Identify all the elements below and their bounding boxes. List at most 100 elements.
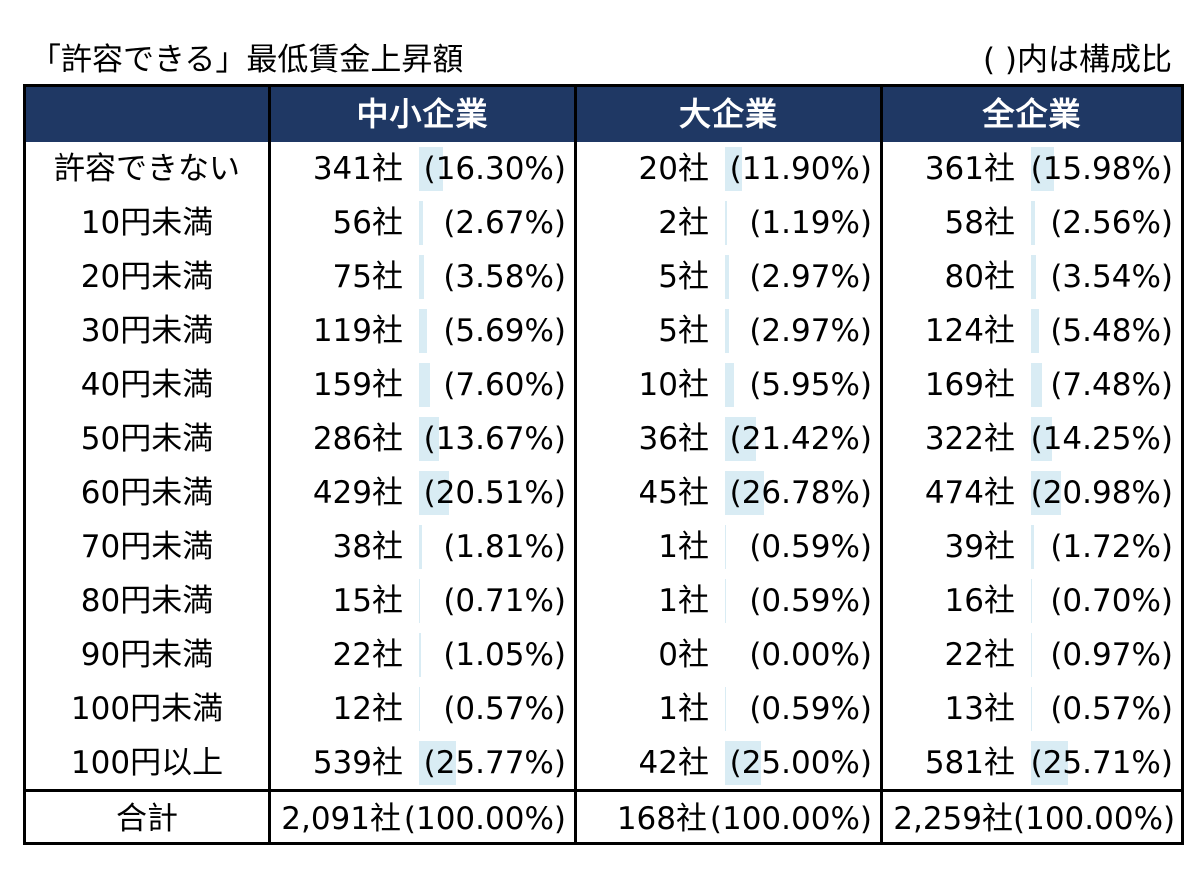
company-count-large: 1社 xyxy=(658,529,709,565)
table-row: 90円未満 22社 (1.05%) 0社 (0.00%) 22社 (0.97%) xyxy=(26,628,1181,682)
company-count-large: 42社 xyxy=(638,745,709,781)
column-header-sme: 中小企業 xyxy=(356,95,489,133)
row-label: 100円未満 xyxy=(70,691,224,727)
company-count-large: 45社 xyxy=(638,475,709,511)
share-bar-large xyxy=(725,309,730,353)
share-bar-all xyxy=(1031,525,1034,569)
table-row: 70円未満 38社 (1.81%) 1社 (0.59%) 39社 (1.72%) xyxy=(26,520,1181,574)
row-label: 100円以上 xyxy=(70,745,224,781)
company-count-large: 5社 xyxy=(658,313,709,349)
company-count-sme: 539社 xyxy=(312,745,403,781)
share-bar-large xyxy=(725,417,757,461)
share-percent-large: (26.78%) xyxy=(729,475,872,511)
table-header: 中小企業 大企業 全企業 xyxy=(26,87,1181,142)
share-percent-all: (1.72%) xyxy=(1050,529,1173,565)
row-label: 50円未満 xyxy=(80,421,214,457)
share-percent-sme: (100.00%) xyxy=(403,801,566,837)
share-bar-sme xyxy=(419,201,423,245)
share-bar-all xyxy=(1031,417,1052,461)
share-bar-all xyxy=(1031,633,1033,677)
share-bar-all xyxy=(1031,147,1055,191)
share-percent-all: (25.71%) xyxy=(1030,745,1173,781)
company-count-all: 80社 xyxy=(944,259,1015,295)
column-divider xyxy=(268,87,271,842)
share-bar-sme xyxy=(419,309,428,353)
share-percent-sme: (13.67%) xyxy=(423,421,566,457)
company-count-large: 20社 xyxy=(638,151,709,187)
share-percent-all: (100.00%) xyxy=(1013,801,1176,837)
column-header-large: 大企業 xyxy=(678,95,778,133)
share-bar-sme xyxy=(419,525,422,569)
company-count-all: 39社 xyxy=(944,529,1015,565)
composition-note: ( )内は構成比 xyxy=(982,42,1172,78)
share-percent-large: (1.19%) xyxy=(749,205,872,241)
share-bar-large xyxy=(725,579,726,623)
data-table: 中小企業 大企業 全企業 許容できない 341社 (16.30%) 20社 (11.90… xyxy=(23,84,1184,845)
share-bar-all xyxy=(1031,687,1032,731)
share-percent-sme: (7.60%) xyxy=(443,367,566,403)
share-percent-large: (21.42%) xyxy=(729,421,872,457)
table-row: 40円未満 159社 (7.60%) 10社 (5.95%) 169社 (7.48%) xyxy=(26,358,1181,412)
share-bar-sme xyxy=(419,741,457,785)
share-bar-all xyxy=(1031,741,1069,785)
company-count-large: 1社 xyxy=(658,583,709,619)
company-count-all: 13社 xyxy=(944,691,1015,727)
share-percent-all: (15.98%) xyxy=(1030,151,1173,187)
share-bar-large xyxy=(725,255,730,299)
share-percent-large: (25.00%) xyxy=(729,745,872,781)
company-count-sme: 12社 xyxy=(332,691,403,727)
share-percent-all: (20.98%) xyxy=(1030,475,1173,511)
share-bar-large xyxy=(725,741,762,785)
share-percent-sme: (25.77%) xyxy=(423,745,566,781)
share-percent-large: (0.59%) xyxy=(749,529,872,565)
share-bar-sme xyxy=(419,687,420,731)
share-percent-large: (11.90%) xyxy=(729,151,872,187)
row-label: 許容できない xyxy=(54,151,240,187)
company-count-all: 2,259社 xyxy=(893,801,1013,837)
company-count-large: 36社 xyxy=(638,421,709,457)
column-divider xyxy=(574,87,577,842)
row-label: 40円未満 xyxy=(80,367,214,403)
company-count-large: 168社 xyxy=(616,801,707,837)
share-percent-all: (3.54%) xyxy=(1050,259,1173,295)
share-bar-sme xyxy=(419,633,421,677)
share-percent-large: (2.97%) xyxy=(749,313,872,349)
company-count-all: 474社 xyxy=(924,475,1015,511)
share-bar-large xyxy=(725,363,734,407)
company-count-sme: 56社 xyxy=(332,205,403,241)
share-percent-all: (0.57%) xyxy=(1050,691,1173,727)
column-header-all: 全企業 xyxy=(982,95,1082,133)
share-percent-large: (0.00%) xyxy=(749,637,872,673)
share-percent-sme: (1.05%) xyxy=(443,637,566,673)
table-row: 100円未満 12社 (0.57%) 1社 (0.59%) 13社 (0.57%) xyxy=(26,682,1181,736)
share-bar-all xyxy=(1031,255,1037,299)
row-label: 80円未満 xyxy=(80,583,214,619)
row-label: 70円未満 xyxy=(80,529,214,565)
company-count-large: 5社 xyxy=(658,259,709,295)
company-count-large: 1社 xyxy=(658,691,709,727)
share-bar-all xyxy=(1031,363,1042,407)
share-percent-sme: (16.30%) xyxy=(423,151,566,187)
company-count-large: 2社 xyxy=(658,205,709,241)
column-divider xyxy=(880,87,883,842)
share-bar-large xyxy=(725,471,764,515)
share-bar-sme xyxy=(419,363,430,407)
row-label: 20円未満 xyxy=(80,259,214,295)
share-bar-large xyxy=(725,147,743,191)
company-count-sme: 75社 xyxy=(332,259,403,295)
table-row: 20円未満 75社 (3.58%) 5社 (2.97%) 80社 (3.54%) xyxy=(26,250,1181,304)
company-count-all: 16社 xyxy=(944,583,1015,619)
share-bar-sme xyxy=(419,255,425,299)
share-bar-large xyxy=(725,525,726,569)
row-label: 30円未満 xyxy=(80,313,214,349)
company-count-all: 124社 xyxy=(924,313,1015,349)
table-row: 許容できない 341社 (16.30%) 20社 (11.90%) 361社 (15.98%… xyxy=(26,142,1181,196)
total-divider xyxy=(26,789,1181,792)
row-label: 10円未満 xyxy=(80,205,214,241)
company-count-all: 169社 xyxy=(924,367,1015,403)
share-percent-large: (2.97%) xyxy=(749,259,872,295)
share-bar-all xyxy=(1031,471,1062,515)
company-count-sme: 286社 xyxy=(312,421,403,457)
share-bar-sme xyxy=(419,417,439,461)
share-percent-sme: (0.71%) xyxy=(443,583,566,619)
